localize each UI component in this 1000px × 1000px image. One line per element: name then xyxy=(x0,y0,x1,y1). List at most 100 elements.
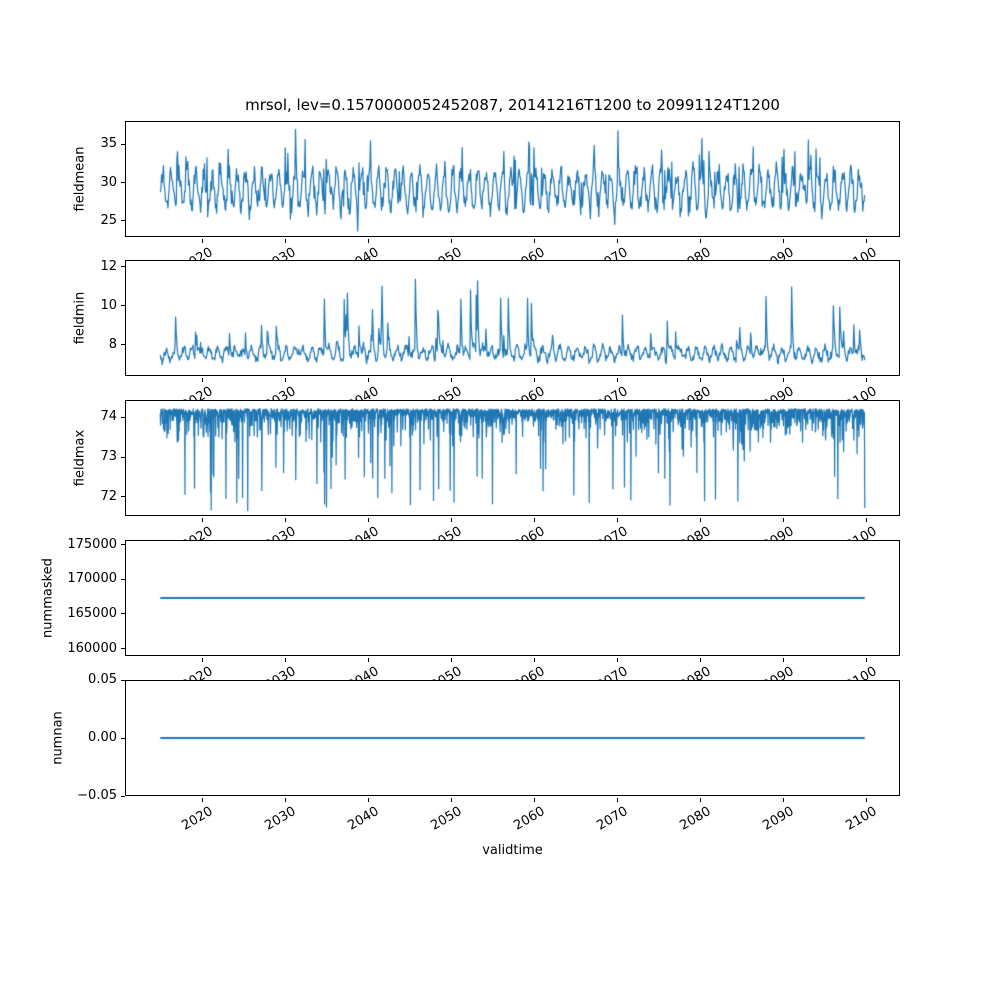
y-tick-label: 160000 xyxy=(67,640,117,656)
x-tick-mark xyxy=(367,239,369,243)
x-tick-mark xyxy=(284,658,286,662)
x-tick-mark xyxy=(533,798,535,802)
x-tick-label: 2100 xyxy=(842,384,880,400)
x-tick-mark xyxy=(533,658,535,662)
x-tick-mark xyxy=(533,518,535,522)
y-axis-label-nummasked: nummasked xyxy=(40,558,56,638)
x-tick-mark xyxy=(450,239,452,243)
x-tick-mark xyxy=(284,798,286,802)
x-tick-label: 2100 xyxy=(842,804,880,834)
x-tick-mark xyxy=(699,518,701,522)
x-tick-mark xyxy=(284,518,286,522)
x-tick-label: 2050 xyxy=(428,524,465,540)
x-tick-label: 2050 xyxy=(428,664,465,680)
x-tick-label: 2040 xyxy=(345,245,382,260)
x-tick-label: 2070 xyxy=(594,804,631,834)
y-tick-label: 10 xyxy=(100,297,117,313)
x-tick-mark xyxy=(202,798,204,802)
y-tick-mark xyxy=(121,496,125,498)
x-tick-label: 2100 xyxy=(842,524,880,540)
y-tick-mark xyxy=(121,143,125,145)
y-tick-label: 0.05 xyxy=(88,672,117,687)
x-tick-label: 2060 xyxy=(511,664,548,680)
x-tick-label: 2100 xyxy=(842,664,880,680)
x-tick-label: 2090 xyxy=(759,524,797,540)
y-tick-mark xyxy=(121,456,125,458)
x-tick-label: 2080 xyxy=(677,524,714,540)
x-tick-mark xyxy=(865,658,867,662)
x-tick-label: 2020 xyxy=(179,524,216,540)
x-tick-mark xyxy=(616,239,618,243)
x-tick-label: 2050 xyxy=(428,804,465,834)
x-tick-mark xyxy=(367,378,369,382)
x-tick-mark xyxy=(616,518,618,522)
x-tick-mark xyxy=(699,378,701,382)
x-tick-mark xyxy=(699,798,701,802)
x-tick-mark xyxy=(782,239,784,243)
x-tick-mark xyxy=(699,239,701,243)
y-tick-label: 74 xyxy=(100,409,117,425)
x-tick-label: 2090 xyxy=(759,804,797,834)
x-tick-mark xyxy=(782,658,784,662)
x-tick-label: 2070 xyxy=(594,245,631,260)
x-tick-label: 2090 xyxy=(759,245,797,260)
x-tick-mark xyxy=(865,378,867,382)
y-tick-label: 175000 xyxy=(67,536,117,552)
x-tick-label: 2090 xyxy=(759,384,797,400)
x-tick-label: 2040 xyxy=(345,664,382,680)
y-tick-mark xyxy=(121,220,125,222)
y-tick-label: 8 xyxy=(108,336,117,352)
x-tick-mark xyxy=(450,658,452,662)
x-tick-mark xyxy=(450,378,452,382)
y-tick-mark xyxy=(121,416,125,418)
x-tick-label: 2050 xyxy=(428,384,465,400)
x-tick-label: 2080 xyxy=(677,664,714,680)
x-tick-mark xyxy=(450,518,452,522)
y-tick-mark xyxy=(121,182,125,184)
y-tick-label: 170000 xyxy=(67,571,117,587)
y-tick-label: 73 xyxy=(100,449,117,464)
x-tick-mark xyxy=(616,658,618,662)
y-tick-label: −0.05 xyxy=(77,788,117,803)
x-tick-label: 2090 xyxy=(759,664,797,680)
y-tick-mark xyxy=(121,266,125,268)
y-tick-mark xyxy=(121,344,125,346)
x-tick-label: 2040 xyxy=(345,524,382,540)
y-tick-mark xyxy=(121,737,125,739)
x-tick-label: 2080 xyxy=(677,384,714,400)
x-tick-mark xyxy=(284,239,286,243)
y-tick-label: 165000 xyxy=(67,605,117,621)
x-tick-labels: 2020 2030 2040 2050 2060 2070 2080 2090 2100 xyxy=(0,799,1000,845)
y-tick-label: 30 xyxy=(100,174,117,190)
x-tick-label: 2040 xyxy=(345,384,382,400)
x-tick-label: 2080 xyxy=(677,245,714,260)
x-tick-label: 2040 xyxy=(345,804,382,834)
x-tick-mark xyxy=(865,798,867,802)
x-tick-mark xyxy=(699,658,701,662)
fieldmax-line-canvas xyxy=(126,401,899,515)
x-tick-mark xyxy=(367,518,369,522)
x-tick-label: 2030 xyxy=(262,804,299,834)
x-tick-label: 2020 xyxy=(179,664,216,680)
x-tick-label: 2070 xyxy=(594,664,631,680)
x-tick-label: 2020 xyxy=(179,804,216,834)
y-tick-label: 12 xyxy=(100,258,117,274)
x-tick-mark xyxy=(202,658,204,662)
x-tick-label: 2060 xyxy=(511,524,548,540)
y-tick-mark xyxy=(121,305,125,307)
x-tick-mark xyxy=(782,518,784,522)
nummasked-line-canvas xyxy=(126,541,899,655)
x-tick-label: 2030 xyxy=(262,384,299,400)
x-tick-mark xyxy=(616,798,618,802)
x-axis-label: validtime xyxy=(482,843,543,858)
x-tick-mark xyxy=(533,239,535,243)
x-tick-mark xyxy=(533,378,535,382)
y-tick-mark xyxy=(121,795,125,797)
fieldmean-line-canvas xyxy=(126,122,899,236)
x-tick-label: 2030 xyxy=(262,524,299,540)
x-tick-label: 2070 xyxy=(594,384,631,400)
y-tick-mark xyxy=(121,679,125,681)
x-tick-label: 2020 xyxy=(179,245,216,260)
x-tick-mark xyxy=(782,798,784,802)
